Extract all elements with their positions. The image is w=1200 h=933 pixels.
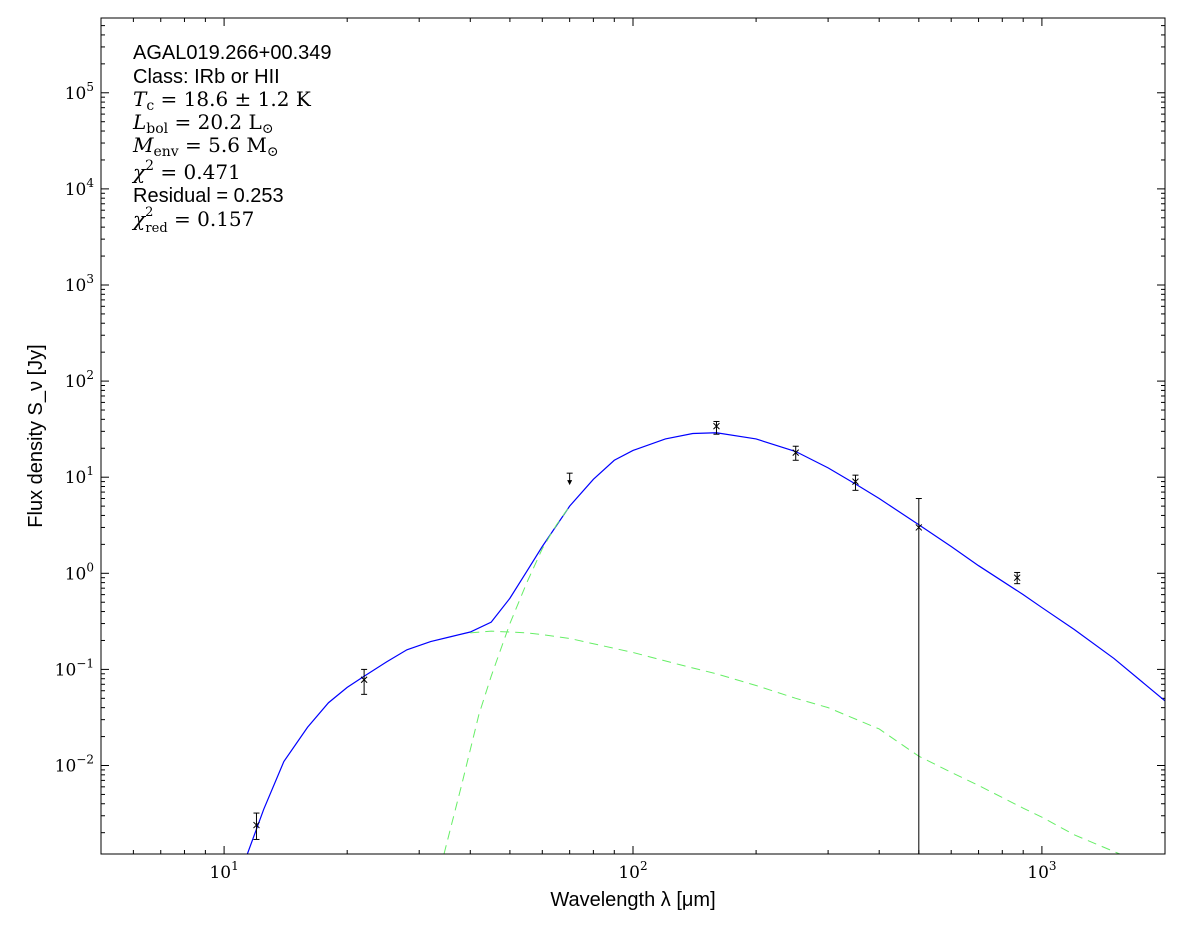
y-tick-label: 100 xyxy=(65,560,94,584)
plot-frame xyxy=(100,17,1166,855)
y-tick-label: 10−2 xyxy=(55,753,94,777)
point-marker xyxy=(713,422,720,430)
point-marker xyxy=(915,524,923,531)
measurements xyxy=(253,420,1021,854)
major-ticks xyxy=(101,18,1165,854)
x-axis-label: Wavelength λ [μm] xyxy=(550,889,715,911)
data-point xyxy=(852,474,859,491)
y-axis-label: Flux density S_ν [Jy] xyxy=(25,344,47,527)
data-point xyxy=(360,668,368,695)
mass-annotation: Menv = 5.6 M⊙ xyxy=(132,133,279,160)
data-point xyxy=(253,812,260,840)
x-tick-label: 103 xyxy=(1027,859,1056,883)
annotation-block: AGAL019.266+00.349 Class: IRb or HII Tc … xyxy=(131,42,332,236)
point-marker xyxy=(253,821,260,829)
temperature-annotation: Tc = 18.6 ± 1.2 K xyxy=(133,87,312,114)
y-tick-label: 101 xyxy=(65,464,94,488)
total-model-curve xyxy=(246,432,1165,854)
upper-limit-arrow xyxy=(567,480,573,486)
data-point xyxy=(915,498,923,854)
luminosity-annotation: Lbol = 20.2 L⊙ xyxy=(132,110,274,137)
plot-area xyxy=(101,18,1165,854)
model-curves xyxy=(246,432,1165,854)
y-tick-label: 103 xyxy=(65,272,94,296)
chi2-annotation: χ2 = 0.471 xyxy=(131,158,241,184)
data-point xyxy=(792,445,800,461)
y-tick-label: 105 xyxy=(65,80,94,104)
data-point xyxy=(713,420,720,435)
data-point xyxy=(566,472,573,486)
y-tick-label: 104 xyxy=(65,176,95,200)
x-tick-label: 102 xyxy=(618,859,647,883)
y-tick-label: 10−1 xyxy=(55,656,94,680)
data-point xyxy=(1013,571,1021,585)
chi2-red-annotation: χ2 red = 0.157 xyxy=(131,205,254,236)
x-tick-labels: 101 102 103 xyxy=(209,859,1056,883)
source-name: AGAL019.266+00.349 xyxy=(133,42,332,64)
y-tick-label: 102 xyxy=(65,368,94,392)
component-curve-2 xyxy=(470,630,1120,854)
y-tick-labels: 10−2 10−1 100 101 102 103 104 105 xyxy=(55,80,95,777)
point-marker xyxy=(360,676,368,684)
point-marker xyxy=(1013,574,1021,582)
source-class: Class: IRb or HII xyxy=(133,66,280,88)
residual-annotation: Residual = 0.253 xyxy=(133,185,284,207)
point-marker xyxy=(852,478,859,485)
point-marker xyxy=(792,449,800,457)
x-tick-label: 101 xyxy=(209,859,238,883)
component-curve-1 xyxy=(443,505,571,854)
